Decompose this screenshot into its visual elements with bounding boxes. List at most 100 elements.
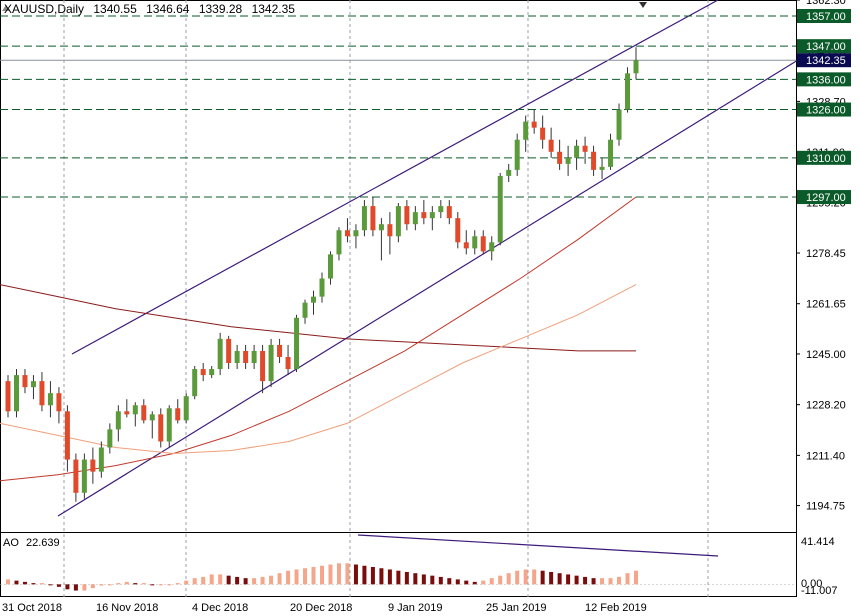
ao-bar [235,576,240,585]
y-tick-label: 1261.65 [806,299,846,311]
candle-body [480,236,486,252]
candle-body [523,121,529,140]
ao-bar [523,569,528,585]
candle-body [378,224,384,231]
ao-bar [506,573,511,585]
ao-bar [48,584,53,586]
ao-bar [430,575,435,585]
ao-bar [472,581,477,585]
candle-body [344,230,350,237]
price-level-badge [797,190,851,205]
ao-bar [591,578,596,585]
candle-body [616,109,622,140]
close-value: 1342.35 [251,2,295,16]
candle-body [132,405,138,415]
candle-body [115,411,121,430]
ao-bar [201,576,206,585]
ao-bar [481,580,486,585]
candle-body [47,393,53,406]
x-tick-label: 12 Feb 2019 [585,602,647,614]
candle-body [327,254,333,279]
candle-body [64,411,70,460]
ao-bar [150,584,155,586]
candle-body [243,350,249,364]
ao-bar [438,576,443,585]
x-tick-label: 16 Nov 2018 [96,602,158,614]
ao-bar [311,566,316,585]
ao-bar [413,573,418,585]
candle-body [370,206,376,231]
candle-body [497,175,503,243]
chart-frame [0,0,797,597]
ao-bar [455,579,460,585]
ao-bar [345,563,350,585]
y-tick-label: 1194.75 [806,501,845,513]
ao-axis-label: 41.414 [801,536,835,548]
shift-arrow-icon [639,2,647,8]
candle-body [429,212,435,219]
ao-bar [218,574,223,585]
ao-name: AO [3,537,19,549]
ao-axis-label: 0.00 [801,578,822,590]
candle-body [412,212,418,225]
ao-bar [277,573,282,585]
ao-bar [421,574,426,585]
current-price-label: 1342.35 [806,55,846,67]
candle-body [234,350,240,364]
candle-body [22,375,28,388]
x-tick-label: 4 Dec 2018 [192,602,248,614]
price-level-label: 1310.00 [806,153,846,165]
ao-bar [353,564,358,585]
ao-bar [175,583,180,585]
candle-body [217,338,223,370]
candle-body [158,414,164,442]
high-value: 1346.64 [146,2,190,16]
ao-bar [22,581,27,585]
candle-body [489,242,495,252]
ao-bar [608,578,613,585]
price-level-badge [797,72,851,87]
candle-body [506,169,512,176]
ao-bar [65,584,70,590]
channel-line [57,59,799,517]
candle-body [81,459,87,493]
candle-body [90,459,96,472]
price-level-label: 1357.00 [806,11,846,23]
x-tick-label: 25 Jan 2019 [486,602,547,614]
candle-body [395,206,401,237]
channel-line [71,0,719,355]
candle-body [531,121,537,128]
candle-body [200,369,206,376]
ao-bar [336,563,341,585]
ao-bar [73,584,78,591]
ao-bar [243,578,248,585]
ao-bar [192,578,197,585]
ao-bar [574,575,579,585]
price-level-badge [797,8,851,23]
candle-body [141,405,147,421]
ao-bar [328,564,333,585]
ao-bar [226,575,231,585]
ao-bar [133,583,138,585]
candle-body [124,411,130,415]
y-tick-label: 1245.00 [806,349,846,361]
candle-body [268,344,274,382]
ao-bar [540,570,545,585]
ao-bar [6,579,10,585]
ao-bar [362,565,367,585]
ao-bar [489,578,494,585]
candle-body [633,60,639,74]
candle-body [540,127,546,140]
ao-bar [31,583,36,585]
ao-bar [320,565,324,585]
ao-bar [549,571,554,585]
ao-bar [124,581,129,585]
candle-body [13,375,19,412]
ao-bar [82,584,87,591]
ao-bar [56,584,61,587]
ao-bar [379,568,384,585]
ao-bar [370,566,375,585]
ao-bar [557,573,562,585]
ao-bar [515,570,520,585]
